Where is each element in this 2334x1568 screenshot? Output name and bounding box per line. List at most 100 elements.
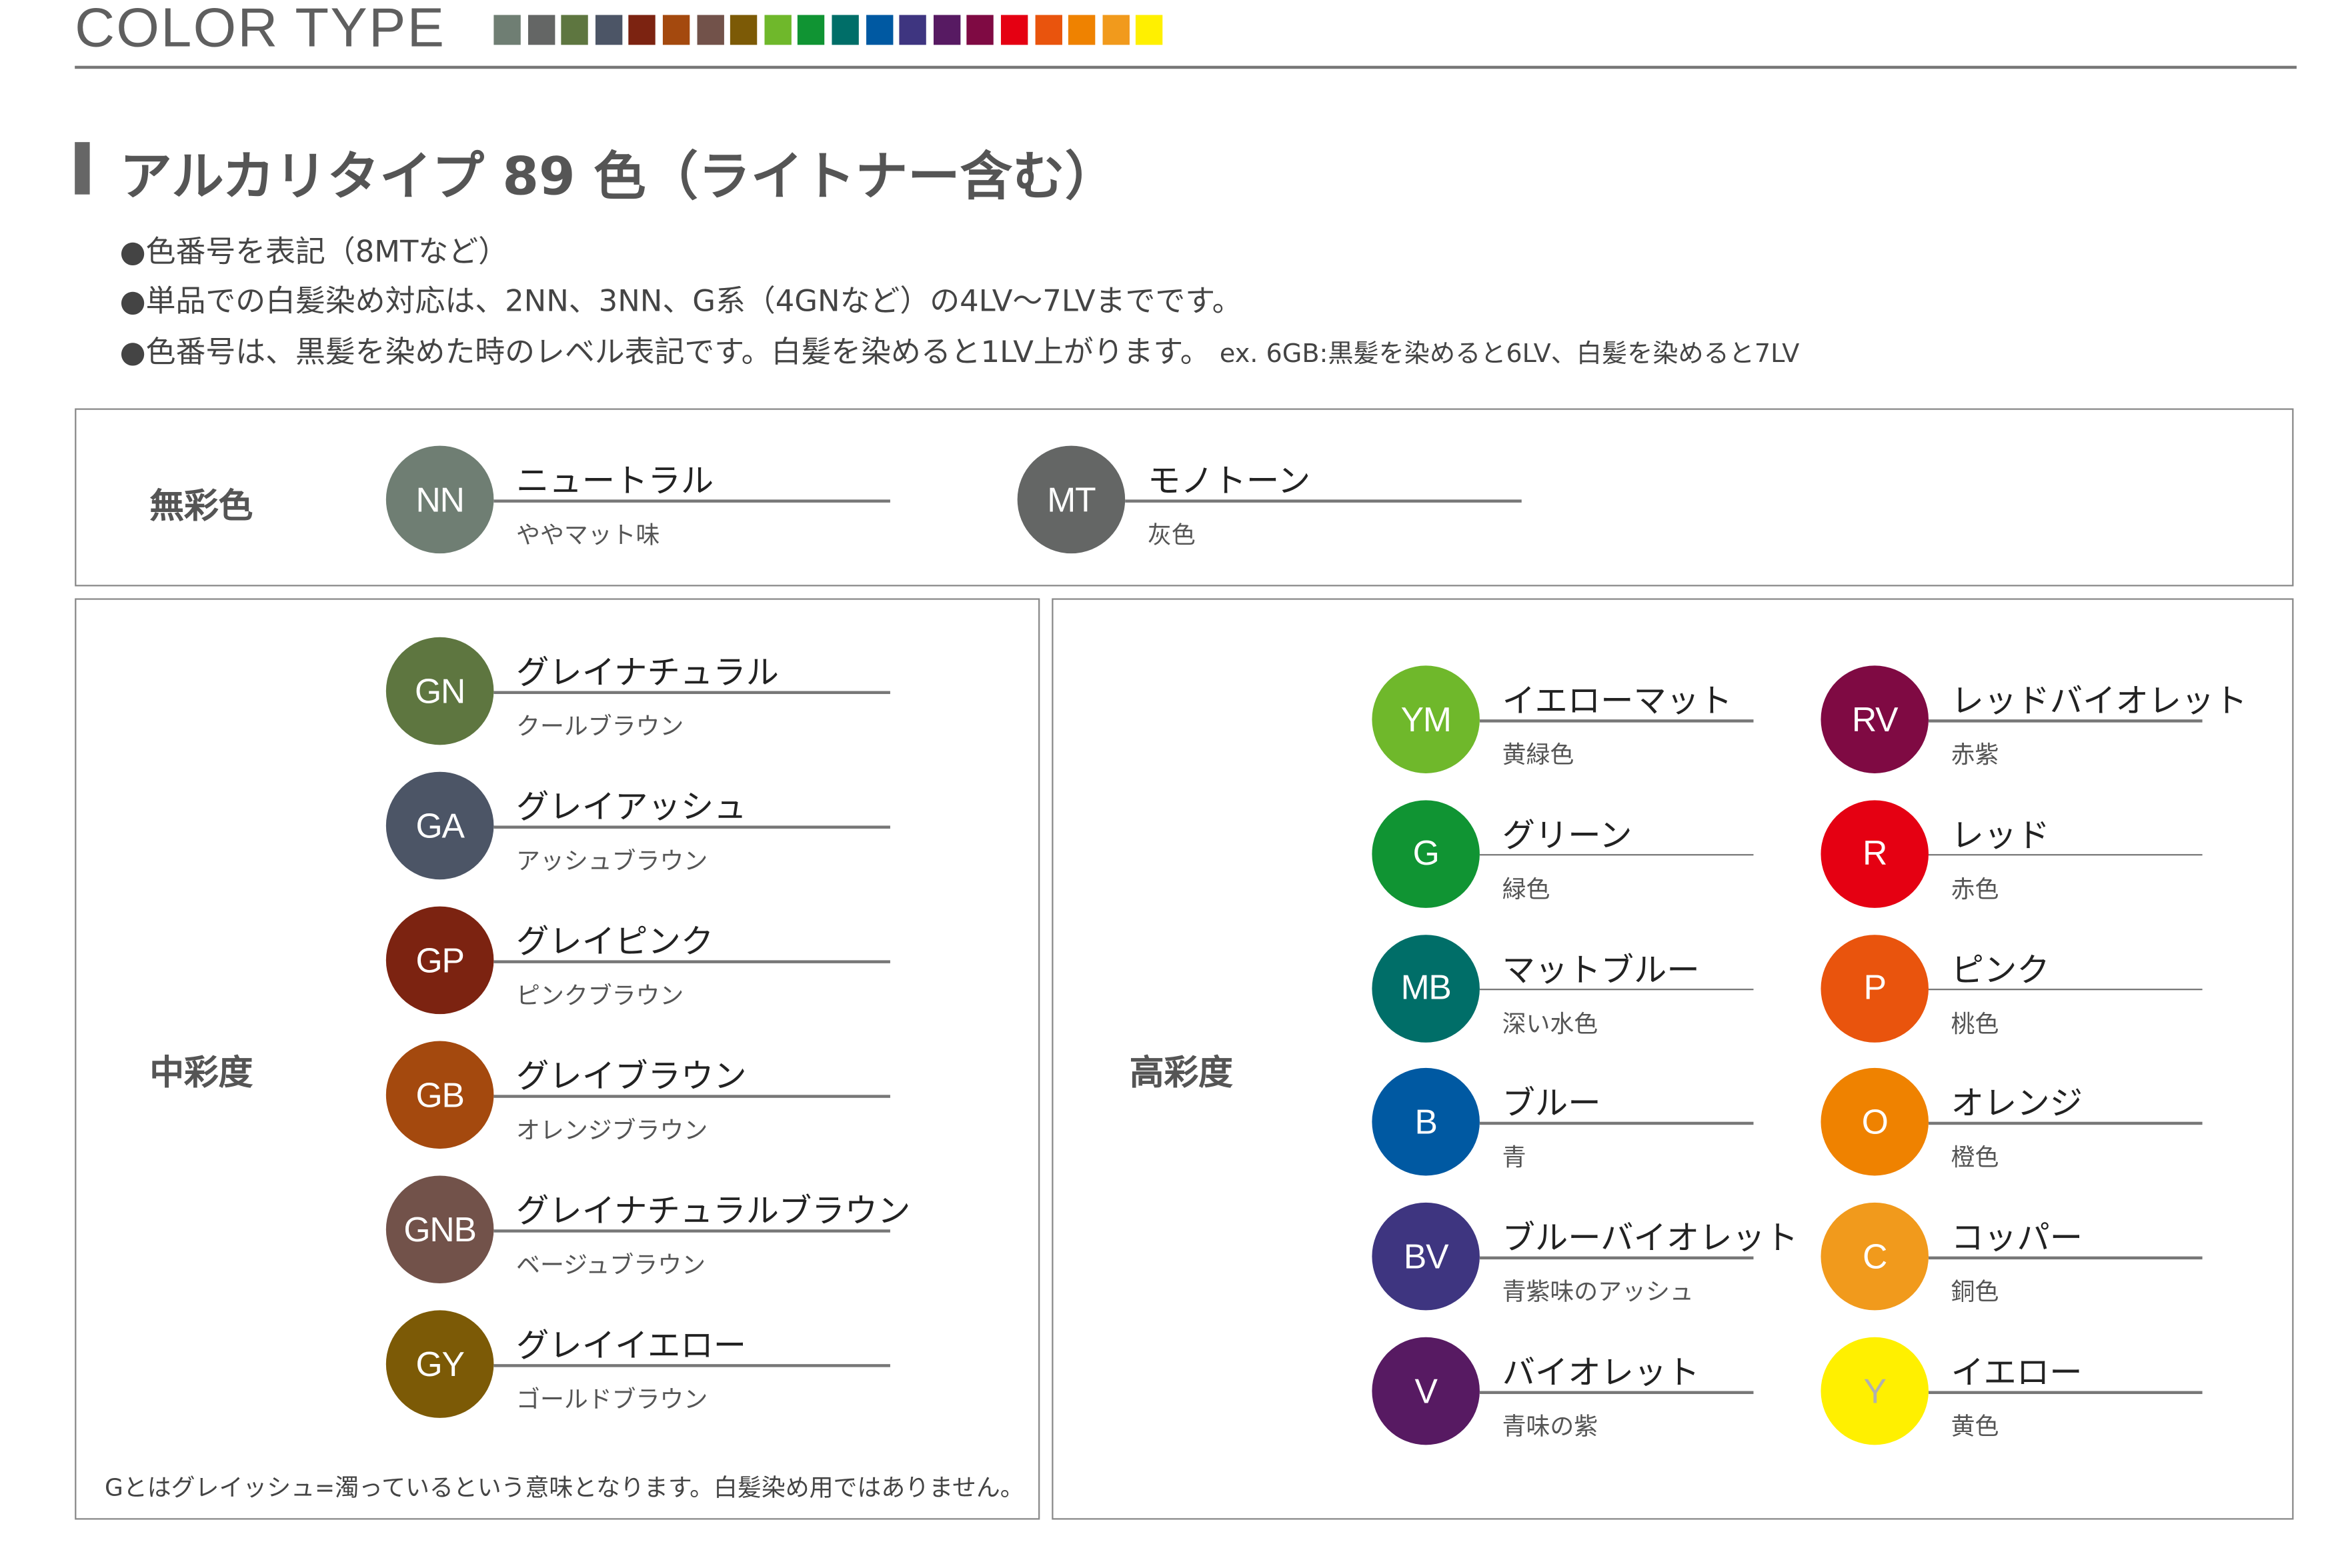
- color-name: ブルー: [1502, 1086, 1601, 1124]
- color-underline: [1479, 1122, 1754, 1125]
- color-underline: [1929, 988, 2203, 991]
- color-description: 橙色: [1951, 1143, 1999, 1172]
- color-code-badge: NN: [385, 445, 494, 554]
- color-name: コッパー: [1951, 1221, 2083, 1259]
- color-code-badge: GP: [385, 906, 494, 1015]
- color-code-badge: C: [1821, 1203, 1929, 1311]
- color-swatch: [832, 15, 859, 45]
- color-code-badge: G: [1372, 799, 1480, 908]
- color-code: NN: [415, 479, 464, 519]
- color-name: グレイピンク: [516, 924, 714, 962]
- color-description: クールブラウン: [516, 711, 684, 741]
- color-swatch: [730, 15, 758, 45]
- color-code-badge: BV: [1372, 1203, 1480, 1311]
- color-code-badge: Y: [1821, 1337, 1929, 1445]
- color-code: Y: [1863, 1371, 1887, 1410]
- color-name: レッド: [1951, 817, 2050, 855]
- color-swatch: [1034, 15, 1062, 45]
- color-swatch: [866, 15, 893, 45]
- color-code: G: [1412, 833, 1440, 873]
- color-underline: [1929, 1391, 2203, 1393]
- color-description: 深い水色: [1502, 1009, 1598, 1038]
- color-underline: [1479, 1257, 1754, 1259]
- color-description: 青味の紫: [1502, 1411, 1598, 1441]
- color-code: C: [1863, 1236, 1887, 1276]
- color-underline: [493, 960, 890, 963]
- color-name: モノトーン: [1147, 463, 1311, 501]
- color-code: GA: [415, 805, 464, 845]
- section-heading: アルカリタイプ 89 色（ライトナー含む）: [119, 148, 1118, 208]
- color-swatch: [933, 15, 960, 45]
- color-swatch: [696, 15, 724, 45]
- color-code-badge: GY: [385, 1310, 494, 1418]
- color-name: イエロー: [1951, 1355, 2083, 1393]
- bullet-note: ●単品での白髪染め対応は、2NN、3NN、G系（4GNなど）の4LV〜7LVまで…: [119, 283, 1242, 319]
- color-code: GN: [415, 671, 465, 710]
- heading-bar: [75, 142, 90, 195]
- color-code-badge: MT: [1017, 445, 1126, 554]
- color-swatch: [493, 15, 521, 45]
- color-code: GB: [415, 1075, 464, 1114]
- color-name: ニュートラル: [516, 463, 714, 501]
- color-code: MT: [1047, 479, 1096, 519]
- group-label-achromatic: 無彩色: [149, 487, 253, 527]
- color-code-badge: GN: [385, 637, 494, 745]
- color-description: 桃色: [1951, 1009, 1999, 1038]
- color-swatch: [527, 15, 555, 45]
- color-description: アッシュブラウン: [516, 846, 708, 875]
- high-chroma-box: [1052, 598, 2294, 1520]
- color-swatch: [967, 15, 994, 45]
- color-description: 青: [1502, 1143, 1526, 1172]
- color-description: 灰色: [1147, 520, 1196, 549]
- group-label-medium: 中彩度: [149, 1054, 253, 1094]
- color-name: グレイナチュラル: [516, 655, 779, 693]
- color-name: レッドバイオレット: [1951, 683, 2247, 721]
- bullet-example: ex. 6GB:黒髪を染めると6LV、白髪を染めると7LV: [1219, 339, 1800, 370]
- color-name: ピンク: [1951, 952, 2050, 990]
- color-underline: [1929, 1257, 2203, 1259]
- color-underline: [1479, 988, 1754, 991]
- color-code: RV: [1851, 699, 1899, 739]
- color-code-badge: YM: [1372, 665, 1480, 773]
- color-description: ややマット味: [516, 520, 660, 549]
- color-underline: [493, 825, 890, 828]
- color-swatch: [561, 15, 589, 45]
- color-swatch: [798, 15, 826, 45]
- bullet-note: ●色番号は、黒髪を染めた時のレベル表記です。白髪を染めると1LV上がります。 e…: [119, 327, 1799, 371]
- color-swatch: [1102, 15, 1130, 45]
- color-name: グレイナチュラルブラウン: [516, 1193, 911, 1231]
- color-code: BV: [1403, 1236, 1449, 1276]
- page-title: COLOR TYPE: [75, 0, 446, 59]
- color-code-badge: GA: [385, 771, 494, 880]
- color-underline: [1929, 1122, 2203, 1125]
- color-description: 緑色: [1502, 875, 1550, 903]
- achromatic-box: [75, 408, 2294, 587]
- color-underline: [493, 1364, 890, 1367]
- color-swatch: [662, 15, 690, 45]
- color-code-badge: V: [1372, 1337, 1480, 1445]
- color-code-badge: GNB: [385, 1175, 494, 1284]
- color-code-badge: MB: [1372, 934, 1480, 1042]
- color-name: グレイアッシュ: [516, 789, 747, 827]
- color-description: 黄色: [1951, 1411, 1999, 1441]
- color-swatch: [764, 15, 792, 45]
- color-code-badge: O: [1821, 1068, 1929, 1177]
- color-underline: [493, 1095, 890, 1097]
- color-underline: [1929, 719, 2203, 722]
- color-underline: [493, 499, 890, 502]
- medium-chroma-box: [75, 598, 1040, 1520]
- bullet-note: ●色番号を表記（8MTなど）: [119, 233, 509, 269]
- color-name: グリーン: [1502, 817, 1632, 855]
- title-divider: [75, 65, 2297, 69]
- color-code: P: [1863, 967, 1887, 1007]
- color-swatch: [1068, 15, 1096, 45]
- color-swatch: [629, 15, 656, 45]
- color-code-badge: P: [1821, 934, 1929, 1042]
- color-name: バイオレット: [1502, 1355, 1700, 1393]
- color-description: 銅色: [1951, 1277, 1999, 1307]
- color-code: MB: [1400, 967, 1452, 1007]
- color-code: GNB: [403, 1209, 477, 1249]
- color-code: GP: [415, 940, 464, 979]
- color-code-badge: B: [1372, 1068, 1480, 1177]
